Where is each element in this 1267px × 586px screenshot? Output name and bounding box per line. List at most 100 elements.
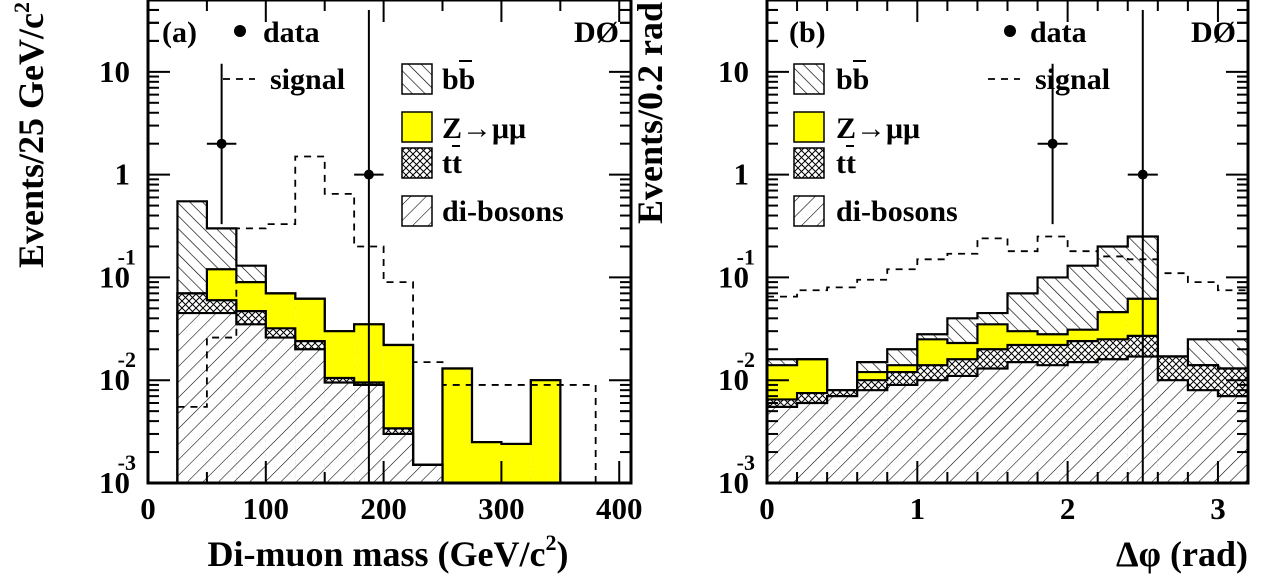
y-axis-title-sup: 2	[9, 2, 34, 13]
plot-area	[176, 9, 597, 483]
y-tick-label: 10	[718, 362, 749, 397]
outline-tt	[767, 334, 1248, 483]
experiment-label: DØ	[574, 16, 619, 49]
legend-swatch-zmumu	[401, 111, 433, 143]
legend-zmumu-suffix: μμ	[492, 112, 526, 145]
plot-frame	[146, 0, 633, 485]
legend-swatch-tt	[401, 147, 433, 179]
y-tick-exponent: -1	[737, 244, 755, 269]
bar-dibosons	[1097, 359, 1128, 483]
y-tick-label: 10	[718, 465, 749, 500]
legend-swatch-bb	[793, 63, 825, 95]
bar-dibosons	[324, 382, 355, 483]
x-axis-title: Δφ (rad)	[1116, 534, 1248, 574]
y-axis-title: Events/25 GeV/c2	[9, 2, 51, 268]
y-tick-label: 10	[718, 54, 749, 89]
bar-dibosons	[1157, 380, 1188, 483]
y-tick-exponent: -1	[118, 244, 136, 269]
y-tick-exponent: -3	[118, 450, 136, 475]
legend-swatch-bb	[401, 63, 433, 95]
y-axis-title-main: Events/25 GeV/c	[11, 13, 51, 268]
bar-dibosons	[1067, 362, 1098, 483]
legend-swatch-tt	[793, 147, 825, 179]
legend-zmumu-prefix: Z	[836, 112, 856, 145]
legend-label-tt: tt	[442, 147, 462, 180]
y-axis-title-main: Events/0.2 rad	[630, 2, 670, 224]
bar-dibosons	[887, 384, 918, 483]
panel-label: (b)	[789, 16, 826, 49]
legend-label-signal: signal	[1035, 63, 1110, 96]
y-tick-label: 10	[99, 362, 130, 397]
y-tick-label: 1	[734, 157, 750, 192]
legend-label-zmumu: Z→μμ	[836, 112, 920, 145]
bar-dibosons	[767, 406, 798, 483]
legend-zmumu-arrow: →	[856, 112, 886, 145]
outline-dibosons	[767, 355, 1248, 483]
panel-label: (a)	[162, 16, 197, 49]
legend-data-marker	[1004, 25, 1016, 37]
x-axis-title-sup: 2	[545, 530, 556, 555]
x-tick-label: 3	[1210, 491, 1226, 526]
x-axis-title: Di-muon mass (GeV/c2)	[208, 530, 569, 574]
legend-swatch-dibosons	[401, 195, 433, 227]
legend-label-bb: bb	[836, 63, 869, 96]
legend-zmumu-prefix: Z	[442, 112, 462, 145]
bar-zmumu	[530, 380, 561, 483]
legend-label-dibosons: di-bosons	[442, 195, 564, 228]
legend-data-marker	[234, 25, 246, 37]
legend-label-tt: tt	[836, 147, 856, 180]
bar-dibosons	[1187, 390, 1218, 483]
data-point	[363, 169, 374, 180]
bar-dibosons	[295, 349, 325, 483]
data-point	[1047, 138, 1058, 149]
bar-zmumu	[471, 442, 502, 483]
bar-dibosons	[383, 433, 414, 483]
bar-dibosons	[177, 313, 207, 483]
x-tick-label: 0	[140, 491, 156, 526]
legend-swatch-dibosons	[793, 195, 825, 227]
legend-label-data: data	[263, 16, 320, 49]
bar-dibosons	[206, 313, 237, 483]
data-point	[1137, 169, 1148, 180]
x-tick-label: 100	[243, 491, 290, 526]
y-tick-exponent: -3	[737, 450, 755, 475]
data-point	[216, 138, 227, 149]
y-tick-label: 10	[718, 259, 749, 294]
bar-dibosons	[1007, 362, 1038, 483]
bar-zmumu	[442, 368, 472, 483]
x-tick-label: 400	[596, 491, 643, 526]
y-tick-label: 10	[99, 259, 130, 294]
legend-label-bb: bb	[442, 63, 475, 96]
x-tick-label: 200	[360, 491, 407, 526]
x-tick-label: 1	[910, 491, 926, 526]
x-tick-label: 0	[759, 491, 775, 526]
bar-dibosons	[236, 324, 266, 483]
bar-dibosons	[857, 390, 888, 483]
y-tick-exponent: -2	[118, 347, 136, 372]
bar-dibosons	[413, 464, 443, 483]
x-tick-label: 2	[1060, 491, 1076, 526]
bar-dibosons	[917, 380, 948, 483]
y-tick-label: 10	[99, 465, 130, 500]
bar-dibosons	[1217, 396, 1248, 483]
bar-dibosons	[797, 403, 828, 483]
y-axis-title: Events/0.2 rad	[630, 2, 670, 224]
experiment-label: DØ	[1191, 16, 1236, 49]
legend-swatch-zmumu	[793, 111, 825, 143]
y-tick-label: 1	[115, 157, 131, 192]
outline-tt	[176, 292, 561, 483]
x-tick-label: 300	[478, 491, 525, 526]
x-axis-title-end: )	[556, 534, 568, 574]
legend-label-signal: signal	[270, 63, 345, 96]
y-tick-exponent: -2	[737, 347, 755, 372]
signal-line	[767, 235, 1248, 483]
x-axis-title-main: Di-muon mass (GeV/c	[208, 534, 546, 574]
bar-dibosons	[827, 396, 858, 483]
bar-dibosons	[265, 337, 296, 483]
bar-dibosons	[947, 375, 978, 483]
legend-label-zmumu: Z→μμ	[442, 112, 526, 145]
